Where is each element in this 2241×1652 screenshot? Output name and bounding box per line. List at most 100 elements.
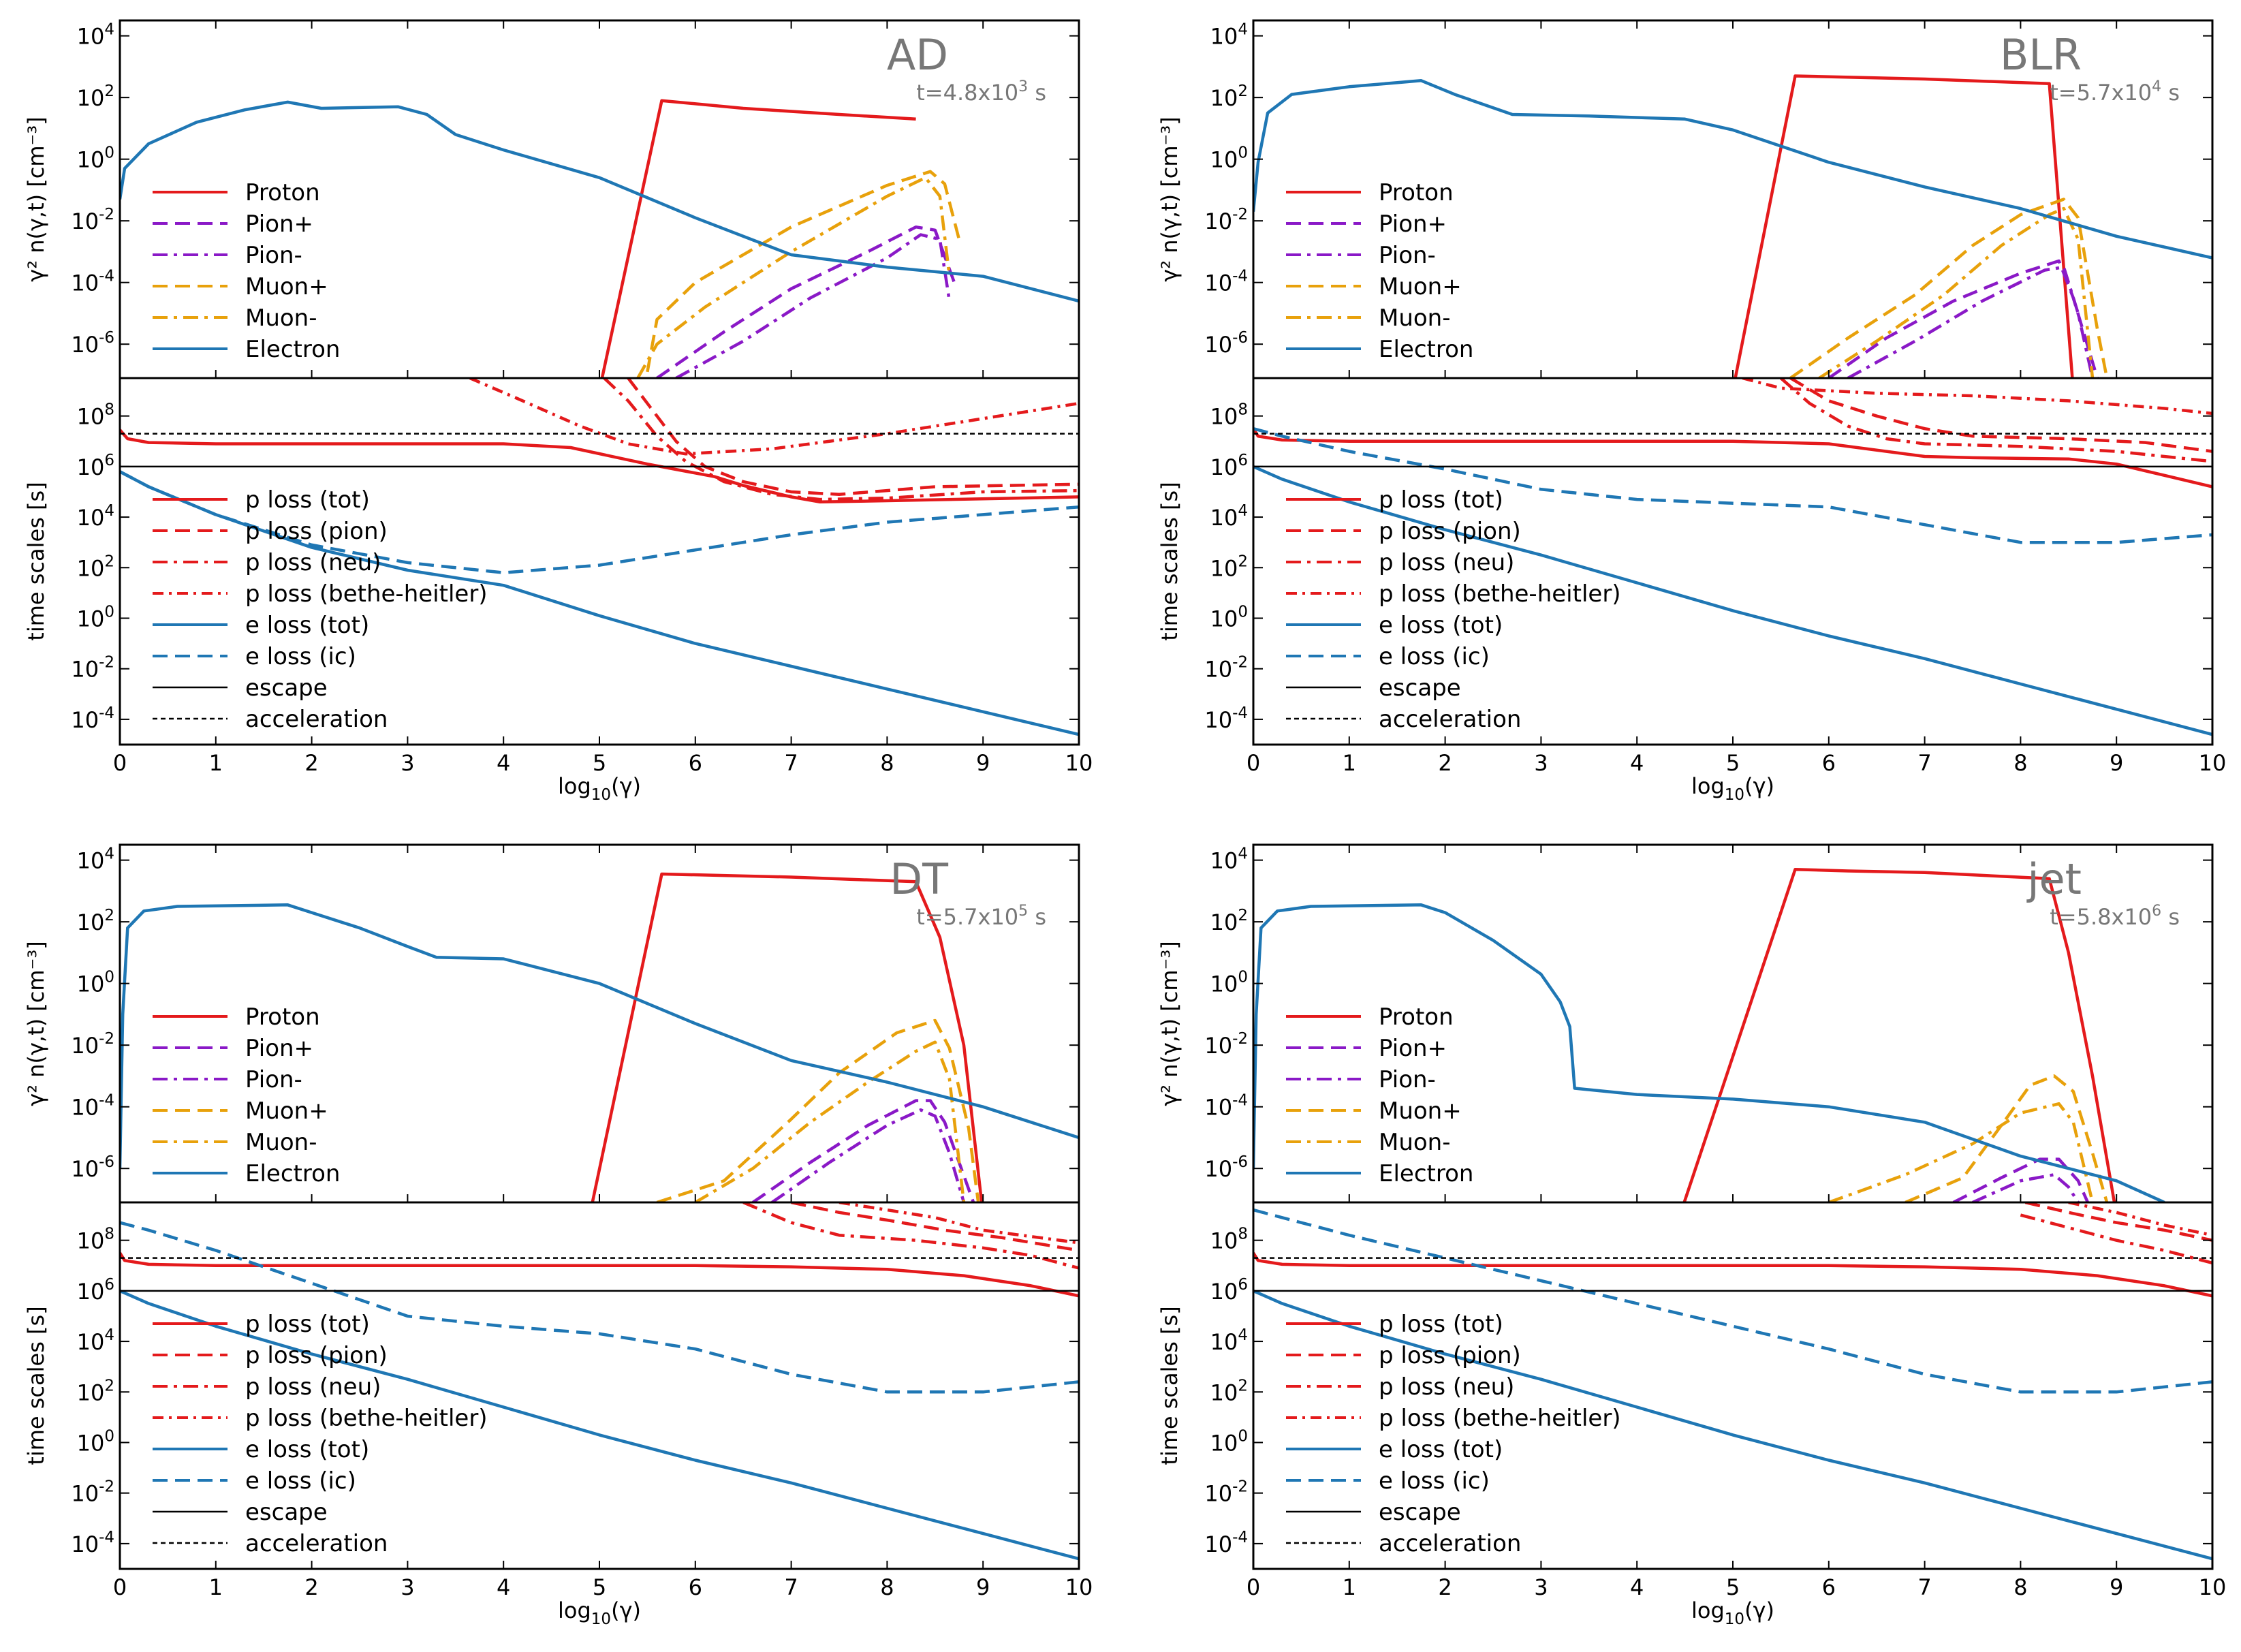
series-muon- xyxy=(1905,1074,2109,1202)
x-tick-label: 7 xyxy=(784,1574,798,1600)
legend-label: e loss (tot) xyxy=(245,1436,369,1463)
x-tick-label: 5 xyxy=(1726,1574,1740,1600)
legend-label: Electron xyxy=(1379,336,1473,363)
series-proton xyxy=(1734,74,2074,378)
y-tick-label: 10-2 xyxy=(71,1478,114,1507)
legend-label: acceleration xyxy=(245,1530,388,1557)
y-tick-label: 10-4 xyxy=(71,1529,114,1557)
top-y-axis-label: γ² n(γ,t) [cm⁻³] xyxy=(1157,116,1182,281)
y-tick-label: 100 xyxy=(1210,1427,1248,1456)
y-tick-label: 10-4 xyxy=(71,704,114,733)
y-tick-label: 100 xyxy=(1210,969,1248,997)
x-tick-label: 9 xyxy=(2110,1574,2123,1600)
panel-time: t=5.8x106 s xyxy=(2050,903,2180,930)
series-p-loss-neu- xyxy=(742,1202,1079,1270)
series-e-loss-ic- xyxy=(120,470,1079,574)
legend-label: p loss (pion) xyxy=(245,1342,388,1369)
series-e-loss-ic- xyxy=(1253,427,2212,544)
series-p-loss-tot- xyxy=(1253,1251,2212,1298)
y-tick-label: 100 xyxy=(77,144,114,173)
y-tick-label: 104 xyxy=(1210,21,1248,50)
x-tick-label: 7 xyxy=(1917,750,1931,776)
legend-label: Muon+ xyxy=(245,1097,328,1125)
y-tick-label: 100 xyxy=(1210,144,1248,173)
legend-bottom: p loss (tot) p loss (pion) p loss (neu) p l… xyxy=(153,1311,488,1557)
legend-label: p loss (tot) xyxy=(1379,486,1503,514)
legend-label: p loss (neu) xyxy=(1379,549,1514,576)
y-tick-label: 10-4 xyxy=(1204,1092,1248,1121)
legend-label: Pion+ xyxy=(245,211,313,238)
legend-label: p loss (tot) xyxy=(245,486,370,514)
series-p-loss-bethe-heitler- xyxy=(469,378,1079,456)
legend-label: Pion- xyxy=(1379,242,1436,269)
series-muon- xyxy=(1789,198,2109,378)
y-tick-label: 106 xyxy=(77,1276,114,1305)
series-electron xyxy=(120,903,1079,1169)
series-p-loss-pion- xyxy=(791,1202,1079,1252)
series-proton xyxy=(1682,867,2116,1202)
y-tick-label: 10-2 xyxy=(1204,1030,1248,1059)
x-tick-label: 3 xyxy=(1534,750,1548,776)
legend-label: Electron xyxy=(245,336,340,363)
y-tick-label: 10-2 xyxy=(1204,654,1248,683)
x-tick-label: 1 xyxy=(1343,750,1356,776)
y-tick-label: 106 xyxy=(1210,1276,1248,1305)
y-tick-label: 102 xyxy=(1210,907,1248,935)
x-tick-label: 5 xyxy=(593,750,606,776)
x-tick-label: 1 xyxy=(209,750,223,776)
series-pion- xyxy=(752,1099,975,1202)
x-tick-label: 7 xyxy=(784,750,798,776)
x-tick-label: 8 xyxy=(2013,750,2027,776)
series-p-loss-neu- xyxy=(2020,1213,2212,1265)
x-tick-label: 1 xyxy=(209,1574,223,1600)
legend-label: escape xyxy=(245,674,328,702)
legend-label: Proton xyxy=(245,179,320,206)
panel-time: t=5.7x104 s xyxy=(2050,78,2180,106)
y-tick-label: 10-2 xyxy=(71,206,114,234)
legend-label: Pion- xyxy=(1379,1066,1436,1093)
legend-label: p loss (bethe-heitler) xyxy=(1379,1405,1621,1432)
series-p-loss-neu- xyxy=(1779,378,2212,463)
legend-label: p loss (pion) xyxy=(245,518,388,545)
legend-label: acceleration xyxy=(245,706,388,733)
x-tick-label: 6 xyxy=(1822,1574,1836,1600)
legend-label: p loss (bethe-heitler) xyxy=(245,580,488,608)
series-muon- xyxy=(694,1040,966,1202)
y-tick-label: 10-6 xyxy=(1204,329,1248,358)
legend-label: Muon+ xyxy=(1379,1097,1462,1125)
top-plot-area xyxy=(1253,74,2212,378)
legend-label: Proton xyxy=(1379,1003,1454,1031)
panel-dt: 0 1 2 3 4 5 6 7 8 9 10 log10(γ) 104 102 100 10-2 10-4 10-… xyxy=(23,843,1093,1628)
legend-label: e loss (ic) xyxy=(1379,1467,1490,1495)
legend-label: escape xyxy=(1379,1499,1461,1526)
series-p-loss-tot- xyxy=(1253,427,2212,488)
x-tick-label: 3 xyxy=(401,1574,414,1600)
x-axis-label: log10(γ) xyxy=(1691,1598,1774,1628)
legend-label: p loss (tot) xyxy=(245,1311,370,1338)
series-muon- xyxy=(636,176,952,378)
y-tick-label: 102 xyxy=(77,82,114,111)
legend-bottom: p loss (tot) p loss (pion) p loss (neu) p l… xyxy=(1286,486,1621,733)
legend-label: Pion+ xyxy=(1379,211,1447,238)
y-tick-label: 104 xyxy=(77,1326,114,1355)
x-axis-label: log10(γ) xyxy=(1691,773,1774,804)
y-tick-label: 106 xyxy=(77,452,114,480)
x-tick-label: 9 xyxy=(976,750,990,776)
legend-label: e loss (ic) xyxy=(1379,643,1490,670)
y-tick-label: 10-6 xyxy=(1204,1153,1248,1182)
y-tick-label: 10-2 xyxy=(71,1030,114,1059)
x-tick-label: 9 xyxy=(2110,750,2123,776)
panel-title: DT xyxy=(890,854,949,904)
y-tick-label: 100 xyxy=(77,969,114,997)
series-p-loss-pion- xyxy=(2024,1202,2212,1242)
x-tick-label: 10 xyxy=(2199,750,2227,776)
legend-label: p loss (tot) xyxy=(1379,1311,1503,1338)
legend-label: Pion+ xyxy=(245,1035,313,1062)
legend-top: Proton Pion+ Pion- Muon+ Muon- Electron xyxy=(153,1003,340,1187)
series-p-loss-bethe-heitler- xyxy=(1742,378,2212,416)
x-tick-label: 4 xyxy=(1630,750,1644,776)
bottom-y-axis-label: time scales [s] xyxy=(23,1306,49,1465)
y-tick-label: 10-6 xyxy=(71,1153,114,1182)
y-tick-label: 102 xyxy=(77,552,114,581)
top-plot-area xyxy=(120,872,1079,1202)
